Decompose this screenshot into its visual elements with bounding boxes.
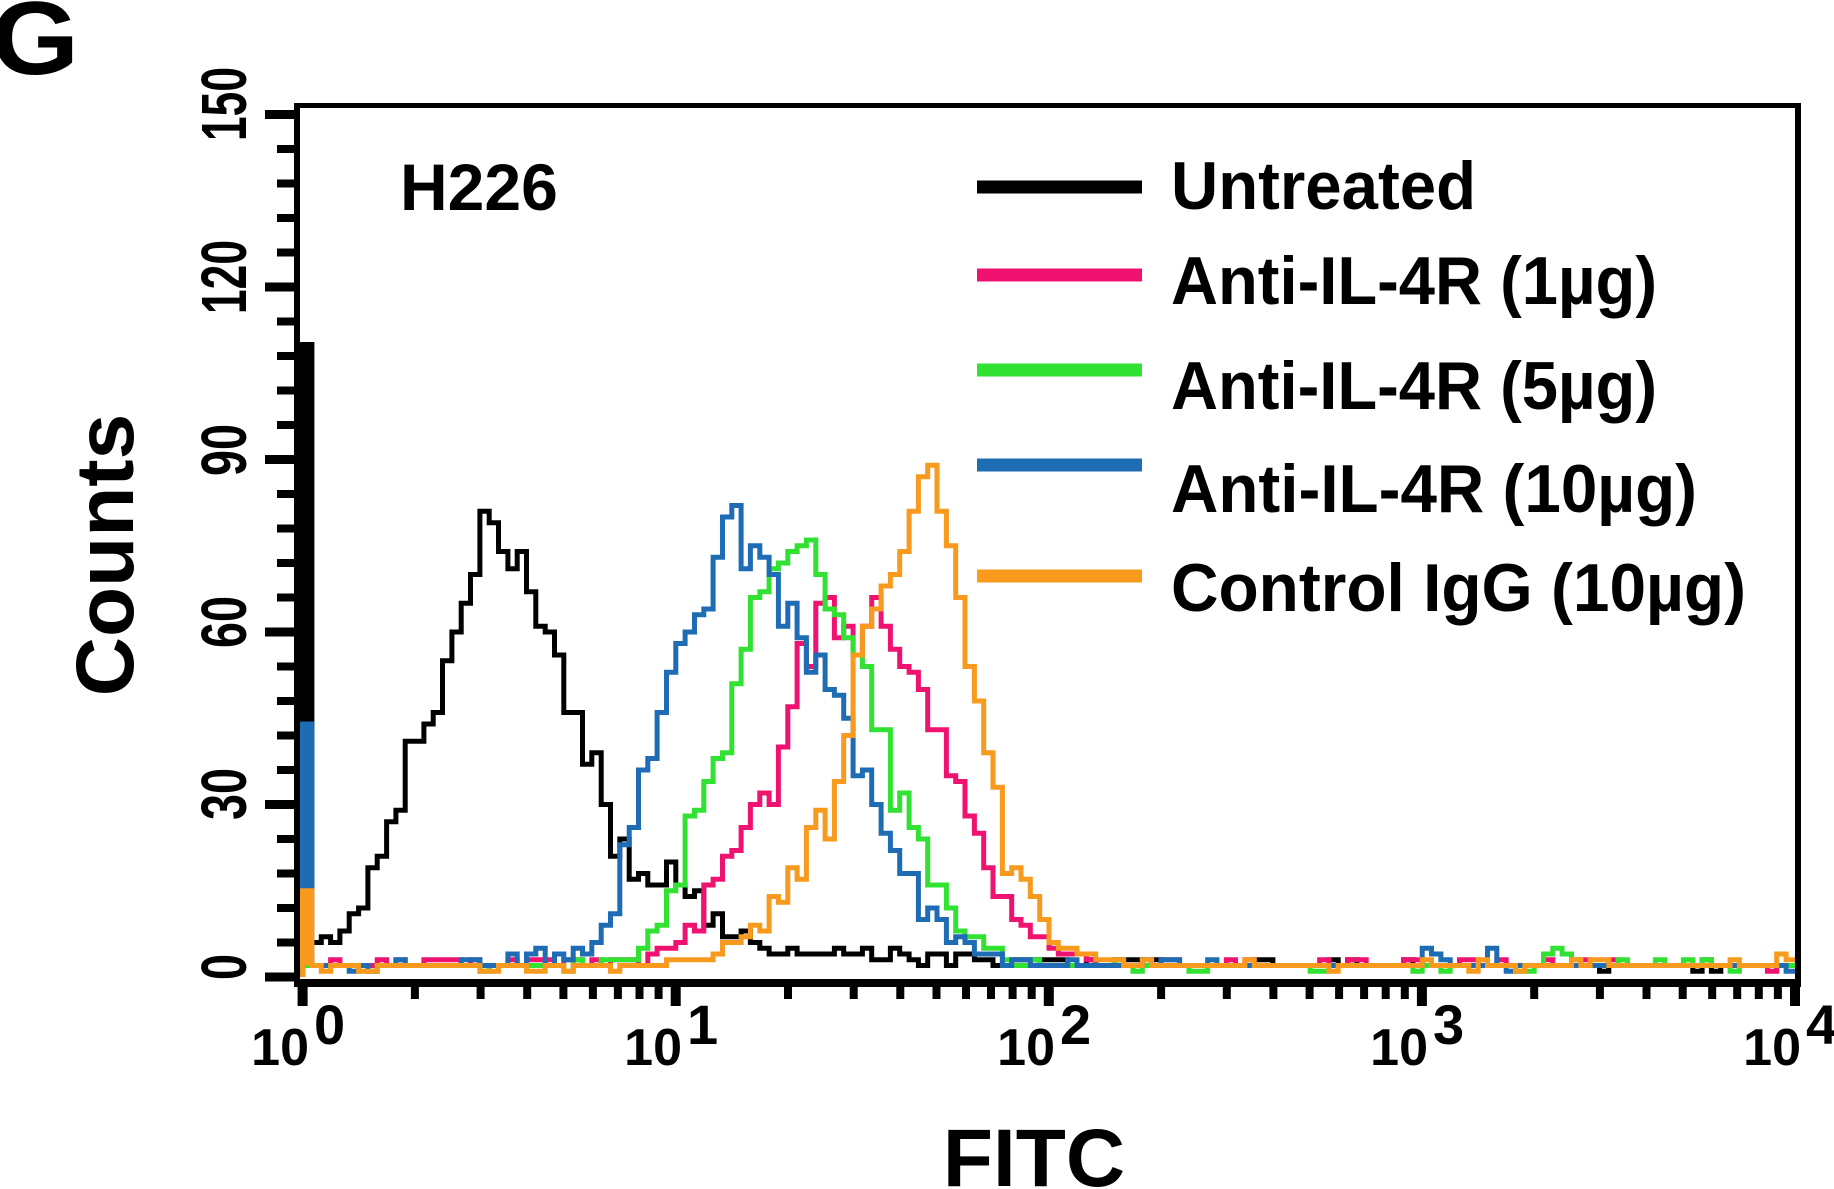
svg-text:1: 1 <box>687 993 718 1056</box>
svg-text:0: 0 <box>314 993 345 1056</box>
svg-text:10: 10 <box>1370 1019 1428 1077</box>
svg-text:H226: H226 <box>400 150 558 224</box>
svg-text:10: 10 <box>251 1019 309 1077</box>
svg-text:10: 10 <box>624 1019 682 1077</box>
svg-text:10: 10 <box>1743 1019 1801 1077</box>
svg-text:90: 90 <box>188 424 260 476</box>
svg-text:150: 150 <box>188 67 260 141</box>
svg-text:Counts: Counts <box>60 414 151 696</box>
svg-text:0: 0 <box>188 954 260 980</box>
svg-text:G: G <box>0 0 79 97</box>
svg-text:Anti-IL-4R (10µg): Anti-IL-4R (10µg) <box>1171 451 1697 527</box>
svg-text:3: 3 <box>1433 993 1464 1056</box>
svg-text:10: 10 <box>997 1019 1055 1077</box>
svg-text:Anti-IL-4R (1µg): Anti-IL-4R (1µg) <box>1171 243 1657 319</box>
svg-text:Control IgG (10µg): Control IgG (10µg) <box>1171 550 1746 626</box>
svg-text:4: 4 <box>1806 993 1834 1056</box>
svg-text:Anti-IL-4R (5µg): Anti-IL-4R (5µg) <box>1171 348 1657 424</box>
svg-text:60: 60 <box>188 596 260 648</box>
svg-text:2: 2 <box>1060 993 1091 1056</box>
svg-text:120: 120 <box>188 240 260 314</box>
svg-text:Untreated: Untreated <box>1171 148 1476 224</box>
svg-text:30: 30 <box>188 768 260 820</box>
svg-text:FITC: FITC <box>943 1113 1125 1189</box>
